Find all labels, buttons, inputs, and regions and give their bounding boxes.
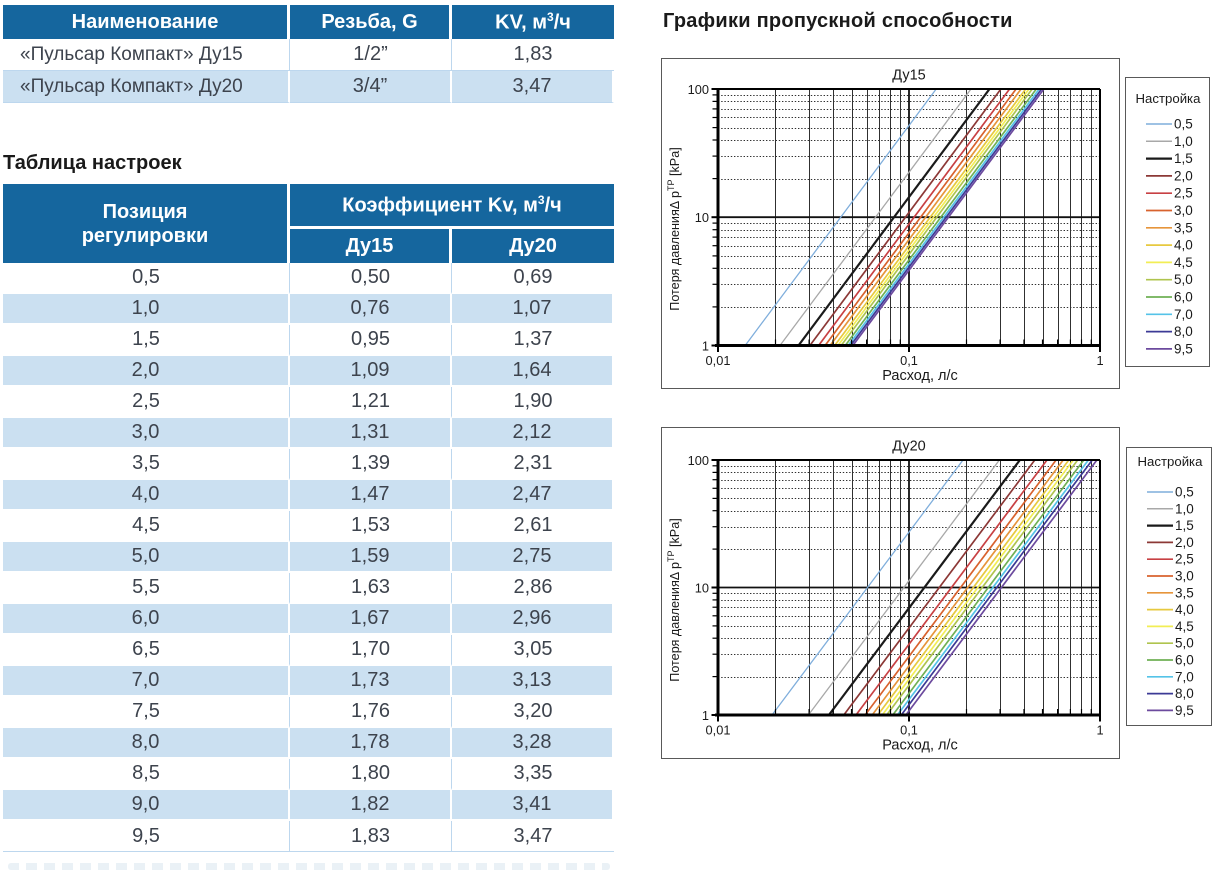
svg-text:2,0: 2,0 <box>1174 168 1193 183</box>
svg-text:Ду15: Ду15 <box>892 68 926 84</box>
svg-text:4,5: 4,5 <box>1175 619 1194 634</box>
svg-text:7,0: 7,0 <box>1174 307 1193 322</box>
svg-text:100: 100 <box>688 82 709 97</box>
svg-text:9,5: 9,5 <box>1174 341 1193 356</box>
svg-text:6,0: 6,0 <box>1174 290 1193 305</box>
svg-text:1: 1 <box>1096 723 1103 738</box>
svg-text:2,5: 2,5 <box>1175 552 1194 567</box>
svg-text:2,0: 2,0 <box>1175 535 1194 550</box>
svg-text:1,5: 1,5 <box>1174 151 1193 166</box>
svg-text:8,0: 8,0 <box>1175 686 1194 701</box>
svg-text:0,5: 0,5 <box>1175 485 1194 500</box>
svg-text:Расход, л/с: Расход, л/с <box>882 738 958 754</box>
svg-text:3,0: 3,0 <box>1174 203 1193 218</box>
svg-text:4,0: 4,0 <box>1175 602 1194 617</box>
svg-text:Настройка: Настройка <box>1138 454 1204 469</box>
svg-text:9,5: 9,5 <box>1175 703 1194 718</box>
svg-text:Расход, л/с: Расход, л/с <box>882 368 958 384</box>
svg-text:Потеря давленияΔ pТР [kPa]: Потеря давленияΔ pТР [kPa] <box>666 147 682 310</box>
svg-text:2,5: 2,5 <box>1174 186 1193 201</box>
svg-text:1: 1 <box>1096 353 1103 368</box>
svg-text:3,0: 3,0 <box>1175 569 1194 584</box>
svg-text:0,5: 0,5 <box>1174 117 1193 132</box>
svg-text:4,5: 4,5 <box>1174 255 1193 270</box>
svg-text:Ду20: Ду20 <box>892 439 926 455</box>
svg-text:8,0: 8,0 <box>1174 324 1193 339</box>
svg-text:100: 100 <box>688 453 709 468</box>
svg-text:4,0: 4,0 <box>1174 238 1193 253</box>
svg-text:0,01: 0,01 <box>706 723 731 738</box>
svg-text:10: 10 <box>695 581 709 596</box>
svg-text:3,5: 3,5 <box>1175 585 1194 600</box>
svg-text:5,0: 5,0 <box>1174 272 1193 287</box>
svg-text:0,1: 0,1 <box>900 353 918 368</box>
svg-text:1,5: 1,5 <box>1175 518 1194 533</box>
svg-text:7,0: 7,0 <box>1175 669 1194 684</box>
svg-text:Потеря давленияΔ pТР [kPa]: Потеря давленияΔ pТР [kPa] <box>666 518 682 681</box>
svg-text:3,5: 3,5 <box>1174 220 1193 235</box>
svg-text:1: 1 <box>702 339 709 354</box>
svg-text:10: 10 <box>695 210 709 225</box>
svg-text:0,01: 0,01 <box>706 353 731 368</box>
svg-text:Настройка: Настройка <box>1136 91 1202 106</box>
svg-text:5,0: 5,0 <box>1175 636 1194 651</box>
svg-text:1,0: 1,0 <box>1174 134 1193 149</box>
svg-text:1: 1 <box>702 708 709 723</box>
svg-text:1,0: 1,0 <box>1175 501 1194 516</box>
svg-text:0,1: 0,1 <box>900 723 918 738</box>
svg-text:6,0: 6,0 <box>1175 653 1194 668</box>
